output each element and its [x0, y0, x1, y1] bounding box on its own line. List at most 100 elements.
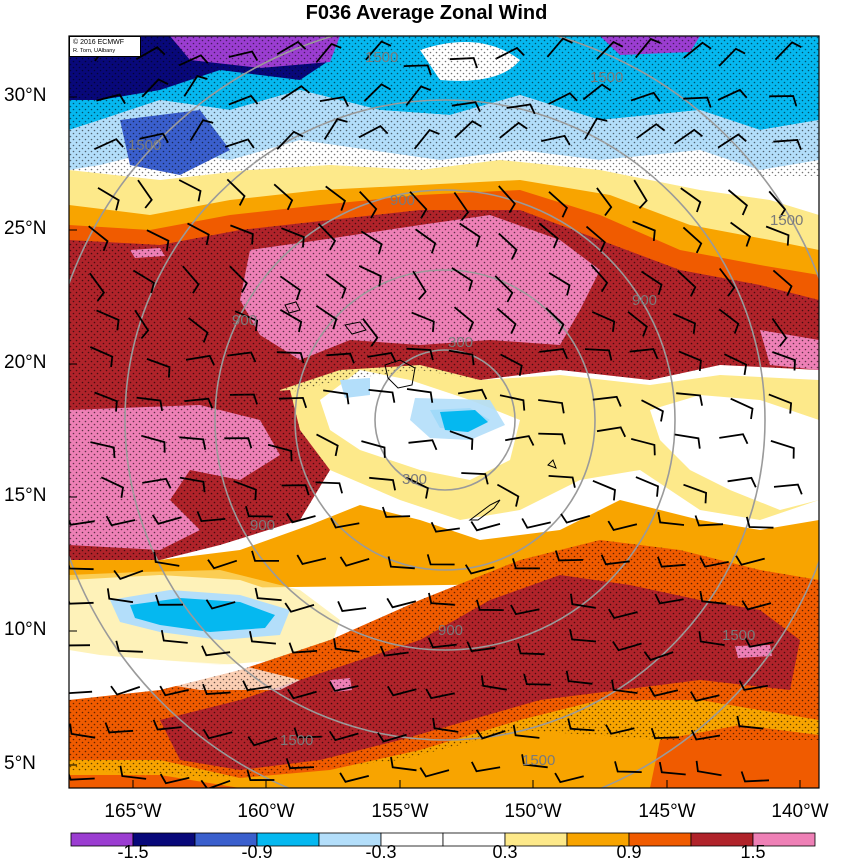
wind-barb — [745, 516, 774, 529]
lat-label: 10°N — [4, 619, 47, 640]
wind-barb — [771, 317, 788, 347]
wind-barb — [367, 352, 397, 363]
wind-barb — [475, 599, 504, 611]
wind-barb — [498, 232, 518, 260]
wind-barb — [674, 433, 701, 449]
wind-barb — [201, 645, 231, 657]
wind-barb — [554, 772, 584, 784]
wind-barb — [769, 95, 798, 107]
colorbar-swatch — [752, 832, 816, 847]
wind-barb — [409, 191, 428, 219]
wind-barb — [224, 437, 253, 449]
wind-barbs — [69, 37, 803, 788]
wind-barb — [189, 119, 214, 142]
wind-barb — [279, 309, 303, 333]
wind-barb — [273, 183, 294, 211]
wind-barb — [110, 685, 141, 696]
contour-label: 900 — [250, 517, 275, 534]
wind-barb — [451, 267, 474, 292]
wind-barb — [229, 393, 258, 405]
wind-barb — [500, 353, 523, 376]
wind-barb — [770, 440, 795, 459]
wind-barb — [432, 717, 459, 733]
wind-barb — [570, 593, 597, 609]
wind-barb — [633, 179, 648, 209]
wind-barb — [592, 479, 616, 501]
wind-barb — [548, 191, 568, 218]
contour-label: 900 — [632, 292, 657, 309]
wind-barb — [740, 771, 770, 783]
wind-barb — [406, 347, 434, 361]
wind-barb — [113, 569, 144, 580]
wind-barb — [362, 318, 379, 347]
lat-label: 15°N — [4, 485, 47, 506]
wind-barb — [369, 476, 396, 491]
wind-barb — [281, 227, 305, 248]
contour-labels: 300 300 900 900 900 900 900 1500 1500 1500 1500 150… — [128, 49, 803, 769]
wind-barb — [475, 729, 506, 740]
wind-barb — [774, 41, 802, 61]
wind-barb — [496, 483, 520, 507]
wind-barb — [657, 556, 686, 568]
wind-barb — [390, 756, 417, 772]
wind-barb — [88, 225, 109, 252]
wind-barb — [202, 683, 231, 695]
wind-barb — [426, 554, 455, 566]
wind-barb — [185, 354, 216, 366]
wind-barb — [387, 556, 415, 570]
wind-barb — [330, 517, 360, 529]
wind-barb — [326, 352, 355, 364]
wind-barb — [178, 54, 209, 67]
lat-label: 5°N — [4, 753, 36, 774]
colorbar — [70, 832, 816, 847]
colorbar-tick-label: 0.9 — [616, 842, 642, 862]
wind-barb — [132, 269, 155, 294]
wind-barb — [459, 222, 481, 248]
wind-barb — [596, 40, 624, 60]
wind-barb — [408, 439, 438, 451]
wind-barb — [379, 645, 409, 657]
wind-barb — [678, 350, 702, 372]
wind-barb — [538, 222, 559, 249]
wind-barb — [323, 389, 350, 405]
wind-barb — [512, 558, 540, 570]
wind-barb — [480, 675, 507, 691]
wind-barb — [328, 730, 359, 742]
wind-barb — [315, 304, 338, 330]
wind-barb — [683, 96, 712, 108]
wind-barb — [325, 273, 347, 299]
wind-barb — [650, 727, 680, 740]
wind-barb — [724, 353, 748, 376]
contour-label: 1500 — [365, 49, 398, 66]
wind-barb — [196, 511, 226, 523]
wind-barb — [360, 230, 383, 255]
wind-barb — [90, 441, 116, 458]
credit-box: © 2016 ECMWF R. Torn, UAlbany — [69, 36, 141, 57]
wind-barb — [365, 40, 392, 61]
wind-barb — [104, 722, 134, 734]
wind-barb — [381, 506, 411, 518]
wind-barb — [358, 265, 382, 287]
wind-barb — [249, 631, 276, 645]
wind-barb — [718, 267, 736, 297]
wind-barb — [630, 438, 656, 456]
wind-barb — [641, 270, 663, 295]
wind-barb — [694, 515, 724, 527]
wind-barb — [412, 270, 427, 301]
wind-barb — [699, 556, 729, 568]
lightblue-spot-north — [340, 378, 370, 398]
wind-barb — [89, 346, 114, 368]
lon-label: 160°W — [237, 801, 295, 822]
contour-label: 900 — [232, 312, 257, 329]
wind-barb — [119, 765, 147, 780]
wind-barb — [227, 351, 257, 363]
wind-barb — [690, 729, 721, 741]
wind-barb — [224, 138, 255, 149]
wind-barb — [612, 641, 642, 652]
wind-barb — [69, 690, 93, 695]
wind-barb — [768, 190, 787, 219]
lon-label: 155°W — [371, 801, 429, 822]
orange-south-lower — [69, 775, 240, 788]
plot-frame — [68, 35, 820, 789]
lat-label: 20°N — [4, 352, 47, 373]
